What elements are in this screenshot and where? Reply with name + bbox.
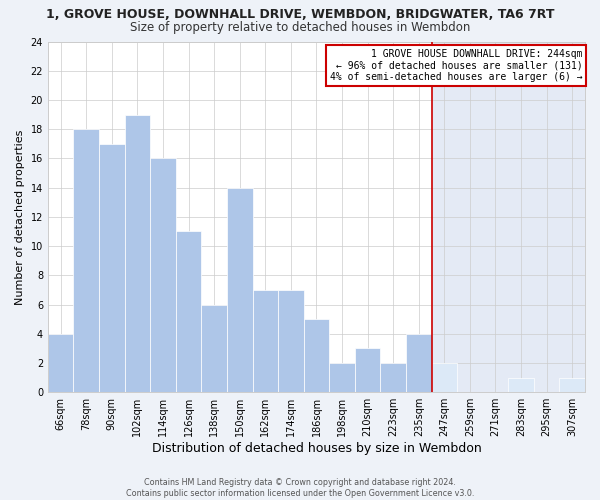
X-axis label: Distribution of detached houses by size in Wembdon: Distribution of detached houses by size … bbox=[152, 442, 481, 455]
Bar bbox=[406, 334, 431, 392]
Text: 1, GROVE HOUSE, DOWNHALL DRIVE, WEMBDON, BRIDGWATER, TA6 7RT: 1, GROVE HOUSE, DOWNHALL DRIVE, WEMBDON,… bbox=[46, 8, 554, 20]
Bar bbox=[150, 158, 176, 392]
Bar bbox=[431, 363, 457, 392]
Text: 1 GROVE HOUSE DOWNHALL DRIVE: 244sqm
← 96% of detached houses are smaller (131)
: 1 GROVE HOUSE DOWNHALL DRIVE: 244sqm ← 9… bbox=[329, 48, 583, 82]
Bar bbox=[431, 42, 598, 392]
Bar bbox=[355, 348, 380, 392]
Bar bbox=[73, 129, 99, 392]
Bar bbox=[559, 378, 585, 392]
Bar bbox=[329, 363, 355, 392]
Bar bbox=[48, 334, 73, 392]
Text: Size of property relative to detached houses in Wembdon: Size of property relative to detached ho… bbox=[130, 21, 470, 34]
Bar bbox=[253, 290, 278, 392]
Bar bbox=[304, 319, 329, 392]
Bar bbox=[99, 144, 125, 392]
Bar bbox=[176, 232, 202, 392]
Bar bbox=[278, 290, 304, 392]
Y-axis label: Number of detached properties: Number of detached properties bbox=[15, 129, 25, 304]
Bar bbox=[380, 363, 406, 392]
Bar bbox=[227, 188, 253, 392]
Bar bbox=[125, 114, 150, 392]
Text: Contains HM Land Registry data © Crown copyright and database right 2024.
Contai: Contains HM Land Registry data © Crown c… bbox=[126, 478, 474, 498]
Bar bbox=[202, 304, 227, 392]
Bar bbox=[508, 378, 534, 392]
